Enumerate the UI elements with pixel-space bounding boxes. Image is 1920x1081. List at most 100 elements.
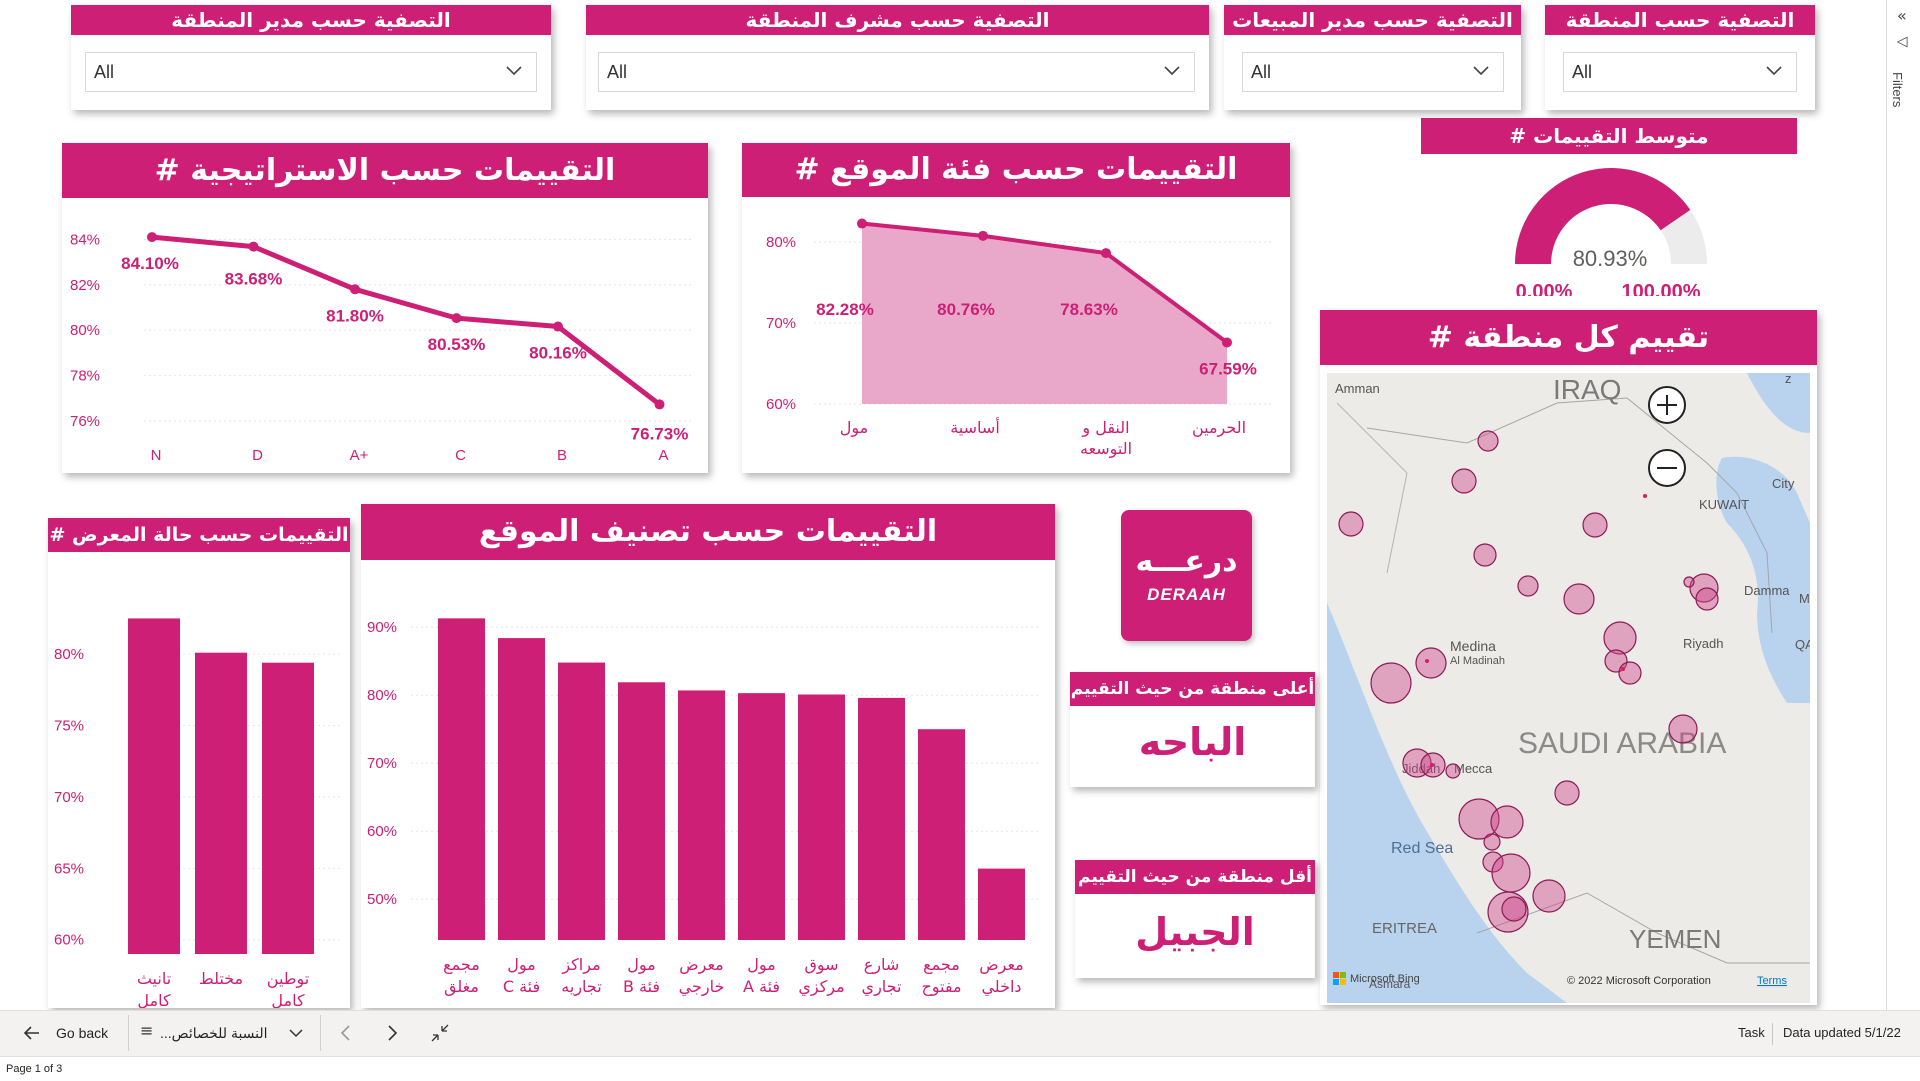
data-point <box>248 241 259 252</box>
map-label-medina-ar: Al Madinah <box>1450 655 1505 667</box>
bar <box>918 729 965 940</box>
showroom-chart-card: # التقييمات حسب حالة المعرض 80% 75% 70% 65%… <box>48 518 350 1008</box>
bar <box>558 662 605 940</box>
x-tick-label: شارع <box>864 955 900 975</box>
page-selector[interactable]: ≡ ...النسبة للخصائص <box>136 1019 316 1047</box>
task-button[interactable]: Task <box>1738 1025 1765 1040</box>
chevron-down-icon <box>289 1029 303 1038</box>
x-tick-label: الحرمين <box>1192 418 1246 438</box>
y-tick-label: 84% <box>70 231 100 248</box>
area-supervisor-dropdown[interactable]: All <box>598 52 1195 92</box>
filter-icon: ▽ <box>1894 36 1911 48</box>
map-bubble <box>1338 511 1364 537</box>
x-tick-label: تجاري <box>862 977 902 997</box>
data-label: 81.80% <box>326 306 384 325</box>
x-tick-label: مجمع <box>923 955 960 975</box>
data-label: 76.73% <box>631 424 689 443</box>
y-tick-label: 80% <box>766 234 796 251</box>
area-supervisor-dropdown-value: All <box>607 62 628 82</box>
map-bubble <box>1458 798 1500 840</box>
zoom-in-button[interactable] <box>1648 386 1686 424</box>
classification-chart-card: التقييمات حسب تصنيف الموقع 90% 80% 70% 60% 5… <box>361 504 1055 1008</box>
gauge-fill <box>1515 168 1691 264</box>
map-label-z: z <box>1785 373 1792 386</box>
data-point <box>350 284 360 295</box>
region-dropdown-value: All <box>1572 62 1593 82</box>
map-label-eritrea: ERITREA <box>1372 920 1437 937</box>
slicer-area-supervisor-title: التصفية حسب مشرف المنطقة <box>586 5 1209 35</box>
data-label: 80.76% <box>937 300 995 319</box>
map-bubble <box>1445 763 1461 779</box>
fit-to-page-button[interactable] <box>428 1021 452 1045</box>
gauge-max: 100.00% <box>1622 281 1701 296</box>
y-tick-label: 80% <box>367 687 397 704</box>
sales-manager-dropdown[interactable]: All <box>1242 52 1504 92</box>
bing-logo-icon <box>1333 972 1346 985</box>
site-category-area-chart: 80% 70% 60% 82.28% 80.76% 78.63% 67.59% مول أساس… <box>766 218 1272 459</box>
bar <box>798 694 845 940</box>
chevron-down-icon <box>1471 59 1491 86</box>
y-tick-label: 60% <box>367 823 397 840</box>
filters-pane[interactable]: « ▽ Filters <box>1886 0 1920 1010</box>
next-page-button[interactable] <box>380 1021 404 1045</box>
map-label-riyadh: Riyadh <box>1683 636 1723 651</box>
nav-divider <box>320 1015 321 1051</box>
y-tick-label: 80% <box>54 646 84 663</box>
y-tick-label: 90% <box>367 619 397 636</box>
top-region-title: أعلى منطقة من حيث التقييم <box>1070 672 1315 706</box>
x-tick-label: مول <box>627 955 655 975</box>
x-tick-label: كامل <box>137 991 171 1008</box>
map-bubble <box>1695 587 1719 611</box>
x-tick-label: D <box>252 447 263 464</box>
series-area <box>862 223 1227 404</box>
region-dropdown[interactable]: All <box>1563 52 1797 92</box>
sales-manager-dropdown-value: All <box>1251 62 1272 82</box>
page-selector-label: ...النسبة للخصائص <box>160 1025 268 1041</box>
map-bubble <box>1563 583 1595 615</box>
map-label-m: M <box>1799 591 1810 606</box>
x-tick-label: مراكز <box>561 955 600 975</box>
x-tick-label: خارجي <box>679 977 725 997</box>
y-tick-label: 70% <box>367 755 397 772</box>
region-map[interactable]: IRAQ Amman z City KUWAIT Damma M QA Riya… <box>1327 373 1810 1003</box>
site-category-chart-card: # التقييمات حسب فئة الموقع 80% 70% 60% 82.2… <box>742 143 1290 473</box>
plus-icon <box>1657 395 1677 415</box>
map-label-dammam: Damma <box>1744 583 1790 598</box>
strategy-line-chart: 84% 82% 80% 78% 76% 84.10% N 83.68% D 81.80% A+ 80.… <box>70 231 692 464</box>
data-label: 80.16% <box>529 344 587 363</box>
bar <box>738 693 785 940</box>
previous-page-button[interactable] <box>334 1021 358 1045</box>
map-bubble <box>1490 805 1524 839</box>
map-terms-link[interactable]: Terms <box>1757 975 1787 987</box>
map-label-iraq: IRAQ <box>1553 374 1621 405</box>
slicer-sales-manager: التصفية حسب مدير المبيعات All <box>1224 5 1521 110</box>
x-tick-label: A+ <box>350 447 369 464</box>
map-bing-label: Microsoft Bing <box>1350 973 1420 985</box>
go-back-button[interactable]: Go back <box>14 1019 126 1047</box>
x-tick-label: N <box>151 447 162 464</box>
bottom-region-card: أقل منطقة من حيث التقييم الجبيل <box>1075 860 1315 978</box>
slicer-area-supervisor: التصفية حسب مشرف المنطقة All <box>586 5 1209 110</box>
x-tick-label: مختلط <box>199 969 243 988</box>
map-bubble <box>1473 543 1497 567</box>
zoom-out-button[interactable] <box>1648 449 1686 487</box>
collapse-icon[interactable]: « <box>1897 6 1907 25</box>
slicer-region: التصفية حسب المنطقة All <box>1545 5 1815 110</box>
y-tick-label: 75% <box>54 718 84 735</box>
gauge-title: # متوسط التقييمات <box>1421 118 1797 154</box>
bar <box>858 697 905 940</box>
logo-arabic: درعـــه <box>1135 544 1238 579</box>
chevron-down-icon <box>1162 59 1182 86</box>
x-tick-label: أساسية <box>950 417 1000 437</box>
map-label-medina: Medina <box>1450 638 1496 654</box>
bar <box>678 690 725 940</box>
x-tick-label: معرض <box>979 955 1023 975</box>
x-tick-label: كامل <box>271 991 305 1008</box>
data-updated-label: Data updated 5/1/22 <box>1783 1025 1901 1040</box>
collapse-arrows-icon <box>431 1024 449 1042</box>
area-manager-dropdown[interactable]: All <box>85 52 537 92</box>
series-line <box>151 234 662 407</box>
series-line <box>861 221 1229 345</box>
x-tick-label: التوسعه <box>1080 439 1132 459</box>
